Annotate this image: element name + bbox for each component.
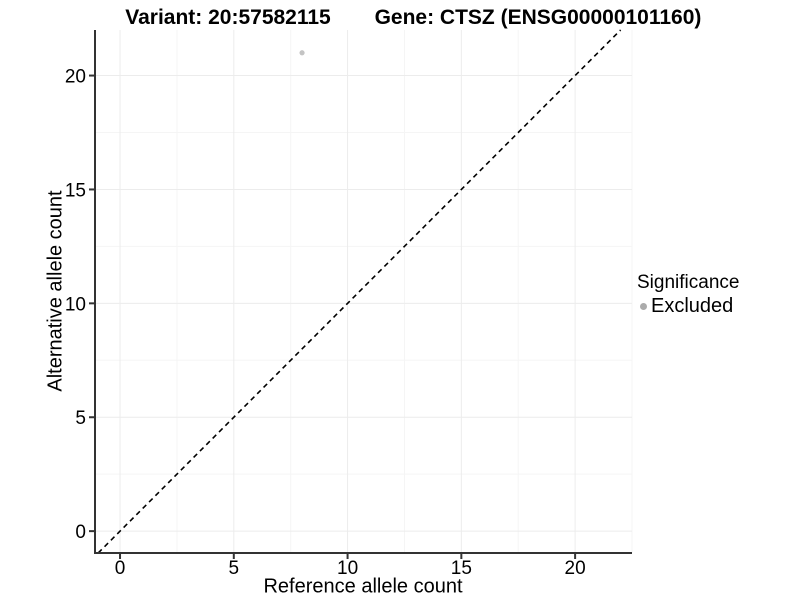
x-tick-label: 20 [565,558,586,579]
y-tick-label: 10 [65,294,86,315]
legend-item-label: Excluded [651,295,734,317]
y-tick-label: 15 [65,180,86,201]
y-tick-label: 20 [65,67,86,88]
x-tick-label: 0 [115,558,126,579]
x-tick-label: 5 [229,558,240,579]
legend: Significance Excluded [637,272,739,318]
y-axis-title: Alternative allele count [44,190,67,392]
panel-background [95,30,632,553]
x-tick-label: 15 [451,558,472,579]
y-tick-label: 5 [75,408,86,429]
legend-title: Significance [637,272,740,293]
plot-title-gene: Gene: CTSZ (ENSG00000101160) [374,6,702,29]
x-tick-label: 10 [337,558,358,579]
identity-dashed-line [97,29,622,554]
y-tick-label: 0 [75,522,86,543]
x-axis-title: Reference allele count [263,575,463,598]
legend-item-excluded: Excluded [637,295,739,318]
data-point [299,50,305,56]
plot-title-variant: Variant: 20:57582115 [125,6,331,29]
legend-point-icon [640,303,647,310]
